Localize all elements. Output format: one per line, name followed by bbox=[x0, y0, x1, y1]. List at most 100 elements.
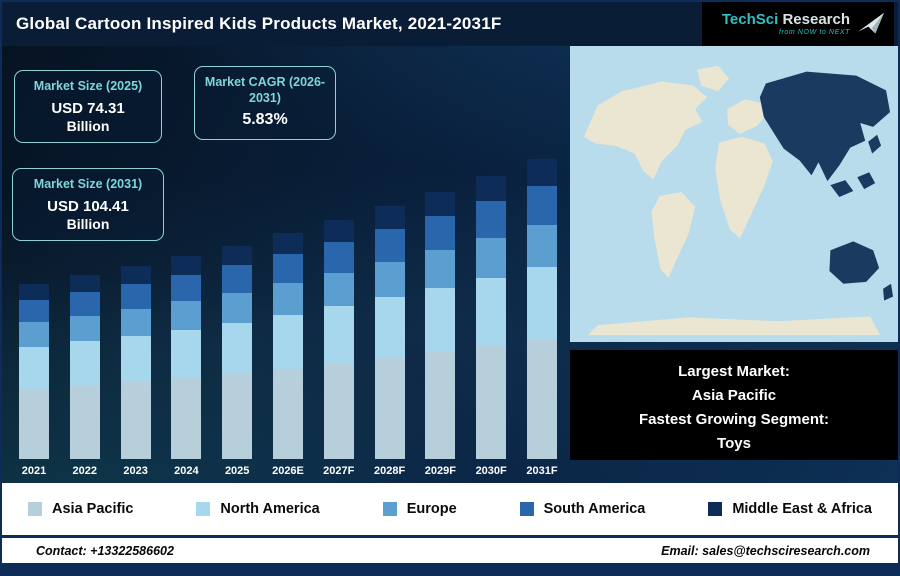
bar-segment-south-america bbox=[374, 229, 405, 263]
bar-x-label: 2022 bbox=[72, 465, 98, 477]
market-callout: Largest Market: Asia Pacific Fastest Growi… bbox=[570, 350, 898, 460]
bar-segment-europe bbox=[120, 308, 151, 336]
bar-column-2028f: 2028F bbox=[366, 206, 414, 481]
bar-segment-north-america bbox=[425, 287, 456, 352]
bar-segment-south-america bbox=[222, 264, 253, 293]
bar-x-label: 2021 bbox=[21, 465, 47, 477]
bar-segment-north-america bbox=[476, 277, 507, 346]
chart-legend: Asia Pacific North America Europe South Ame… bbox=[2, 483, 898, 535]
world-map-svg bbox=[570, 46, 898, 342]
bar-segment-north-america bbox=[526, 266, 557, 339]
legend-item-asia-pacific: Asia Pacific bbox=[28, 501, 133, 517]
bar-x-label: 2027F bbox=[323, 465, 355, 477]
stat-market-cagr: Market CAGR (2026-2031) 5.83% bbox=[194, 66, 336, 141]
bar-stack bbox=[171, 256, 202, 459]
bar-stack bbox=[120, 266, 151, 459]
bar-segment-europe bbox=[19, 322, 49, 348]
stat-value: USD 104.41 bbox=[47, 197, 129, 215]
bar-stack bbox=[374, 206, 405, 459]
bar-column-2027f: 2027F bbox=[315, 220, 363, 481]
contact-bar: Contact: +13322586602 Email: sales@techs… bbox=[2, 535, 898, 563]
contact-phone: Contact: +13322586602 bbox=[36, 543, 174, 558]
bar-segment-south-america bbox=[425, 215, 456, 251]
bar-x-label: 2028F bbox=[373, 465, 406, 477]
bar-segment-north-america bbox=[19, 347, 49, 389]
bar-segment-europe bbox=[374, 262, 405, 298]
bar-segment-middle-east-africa bbox=[171, 256, 202, 275]
stat-market-size-2025: Market Size (2025) USD 74.31 Billion bbox=[14, 70, 162, 144]
legend-item-north-america: North America bbox=[196, 501, 320, 517]
bar-column-2025: 2025 bbox=[213, 245, 261, 481]
bar-segment-europe bbox=[476, 238, 507, 278]
bar-segment-south-america bbox=[69, 291, 100, 316]
stat-value: USD 74.31 bbox=[51, 99, 125, 117]
bar-stack bbox=[526, 159, 557, 459]
bar-segment-asia-pacific bbox=[272, 368, 303, 459]
bar-x-label: 2024 bbox=[174, 465, 199, 477]
bar-segment-europe bbox=[425, 250, 456, 288]
logo-arrow-icon bbox=[858, 12, 884, 34]
page-title: Global Cartoon Inspired Kids Products Ma… bbox=[16, 14, 502, 33]
main-area: Market Size (2025) USD 74.31 Billion Mar… bbox=[2, 46, 898, 483]
bar-x-label: 2026E bbox=[272, 465, 304, 477]
bar-segment-north-america bbox=[69, 341, 100, 386]
bar-stack bbox=[323, 220, 354, 459]
bar-segment-middle-east-africa bbox=[120, 266, 151, 284]
bar-segment-north-america bbox=[171, 329, 202, 378]
logo-brand-secondary: Research bbox=[782, 11, 850, 29]
contact-email: Email: sales@techsciresearch.com bbox=[661, 543, 870, 558]
bar-segment-europe bbox=[323, 272, 354, 307]
chart-panel: Market Size (2025) USD 74.31 Billion Mar… bbox=[2, 46, 570, 483]
bar-stack bbox=[425, 191, 456, 459]
logo-brand-primary: TechSci bbox=[721, 11, 779, 29]
bar-segment-europe bbox=[69, 315, 100, 342]
bar-segment-south-america bbox=[272, 253, 303, 284]
bar-segment-south-america bbox=[19, 299, 49, 323]
footer-bar bbox=[2, 563, 898, 574]
bar-segment-asia-pacific bbox=[171, 378, 202, 459]
bar-stack bbox=[222, 245, 253, 459]
bar-segment-europe bbox=[272, 283, 303, 315]
logo-tagline: from NOW to NEXT bbox=[778, 28, 850, 36]
bar-segment-middle-east-africa bbox=[476, 175, 507, 202]
legend-swatch bbox=[708, 502, 723, 516]
bar-segment-south-america bbox=[323, 241, 354, 273]
legend-label: North America bbox=[220, 501, 320, 517]
title-bar: Global Cartoon Inspired Kids Products Ma… bbox=[2, 2, 898, 46]
bar-column-2031f: 2031F bbox=[518, 159, 566, 481]
bar-segment-north-america bbox=[272, 314, 303, 369]
bar-stack bbox=[272, 233, 303, 459]
callout-line: Fastest Growing Segment: bbox=[638, 411, 830, 428]
bar-segment-middle-east-africa bbox=[272, 233, 303, 254]
world-map bbox=[570, 46, 898, 342]
legend-swatch bbox=[28, 502, 42, 516]
bar-stack bbox=[19, 283, 49, 459]
bar-segment-asia-pacific bbox=[222, 373, 253, 459]
stat-unit: Billion bbox=[66, 118, 110, 135]
bar-segment-asia-pacific bbox=[120, 381, 151, 459]
bar-x-label: 2025 bbox=[224, 465, 250, 477]
bar-segment-asia-pacific bbox=[323, 363, 354, 459]
stat-label: Market Size (2031) bbox=[33, 177, 143, 191]
bar-column-2030f: 2030F bbox=[467, 175, 515, 481]
bar-stack bbox=[476, 175, 507, 459]
bar-segment-europe bbox=[171, 301, 202, 330]
legend-swatch bbox=[196, 502, 211, 516]
bar-segment-asia-pacific bbox=[374, 357, 405, 459]
bar-column-2026e: 2026E bbox=[264, 233, 312, 481]
bar-segment-asia-pacific bbox=[526, 339, 557, 459]
bar-column-2021: 2021 bbox=[10, 283, 58, 481]
stat-label: Market CAGR (2026-2031) bbox=[204, 75, 326, 105]
bar-segment-south-america bbox=[171, 274, 202, 302]
bar-segment-middle-east-africa bbox=[69, 275, 100, 292]
stat-value: 5.83% bbox=[242, 111, 288, 129]
bar-segment-middle-east-africa bbox=[526, 159, 557, 187]
legend-swatch bbox=[519, 502, 534, 516]
legend-label: South America bbox=[543, 501, 646, 517]
bar-segment-asia-pacific bbox=[476, 345, 507, 459]
bar-segment-south-america bbox=[120, 283, 151, 309]
callout-line: Toys bbox=[717, 435, 751, 452]
legend-label: Europe bbox=[406, 501, 457, 517]
bar-x-label: 2031F bbox=[526, 465, 558, 477]
bar-segment-europe bbox=[526, 225, 557, 267]
